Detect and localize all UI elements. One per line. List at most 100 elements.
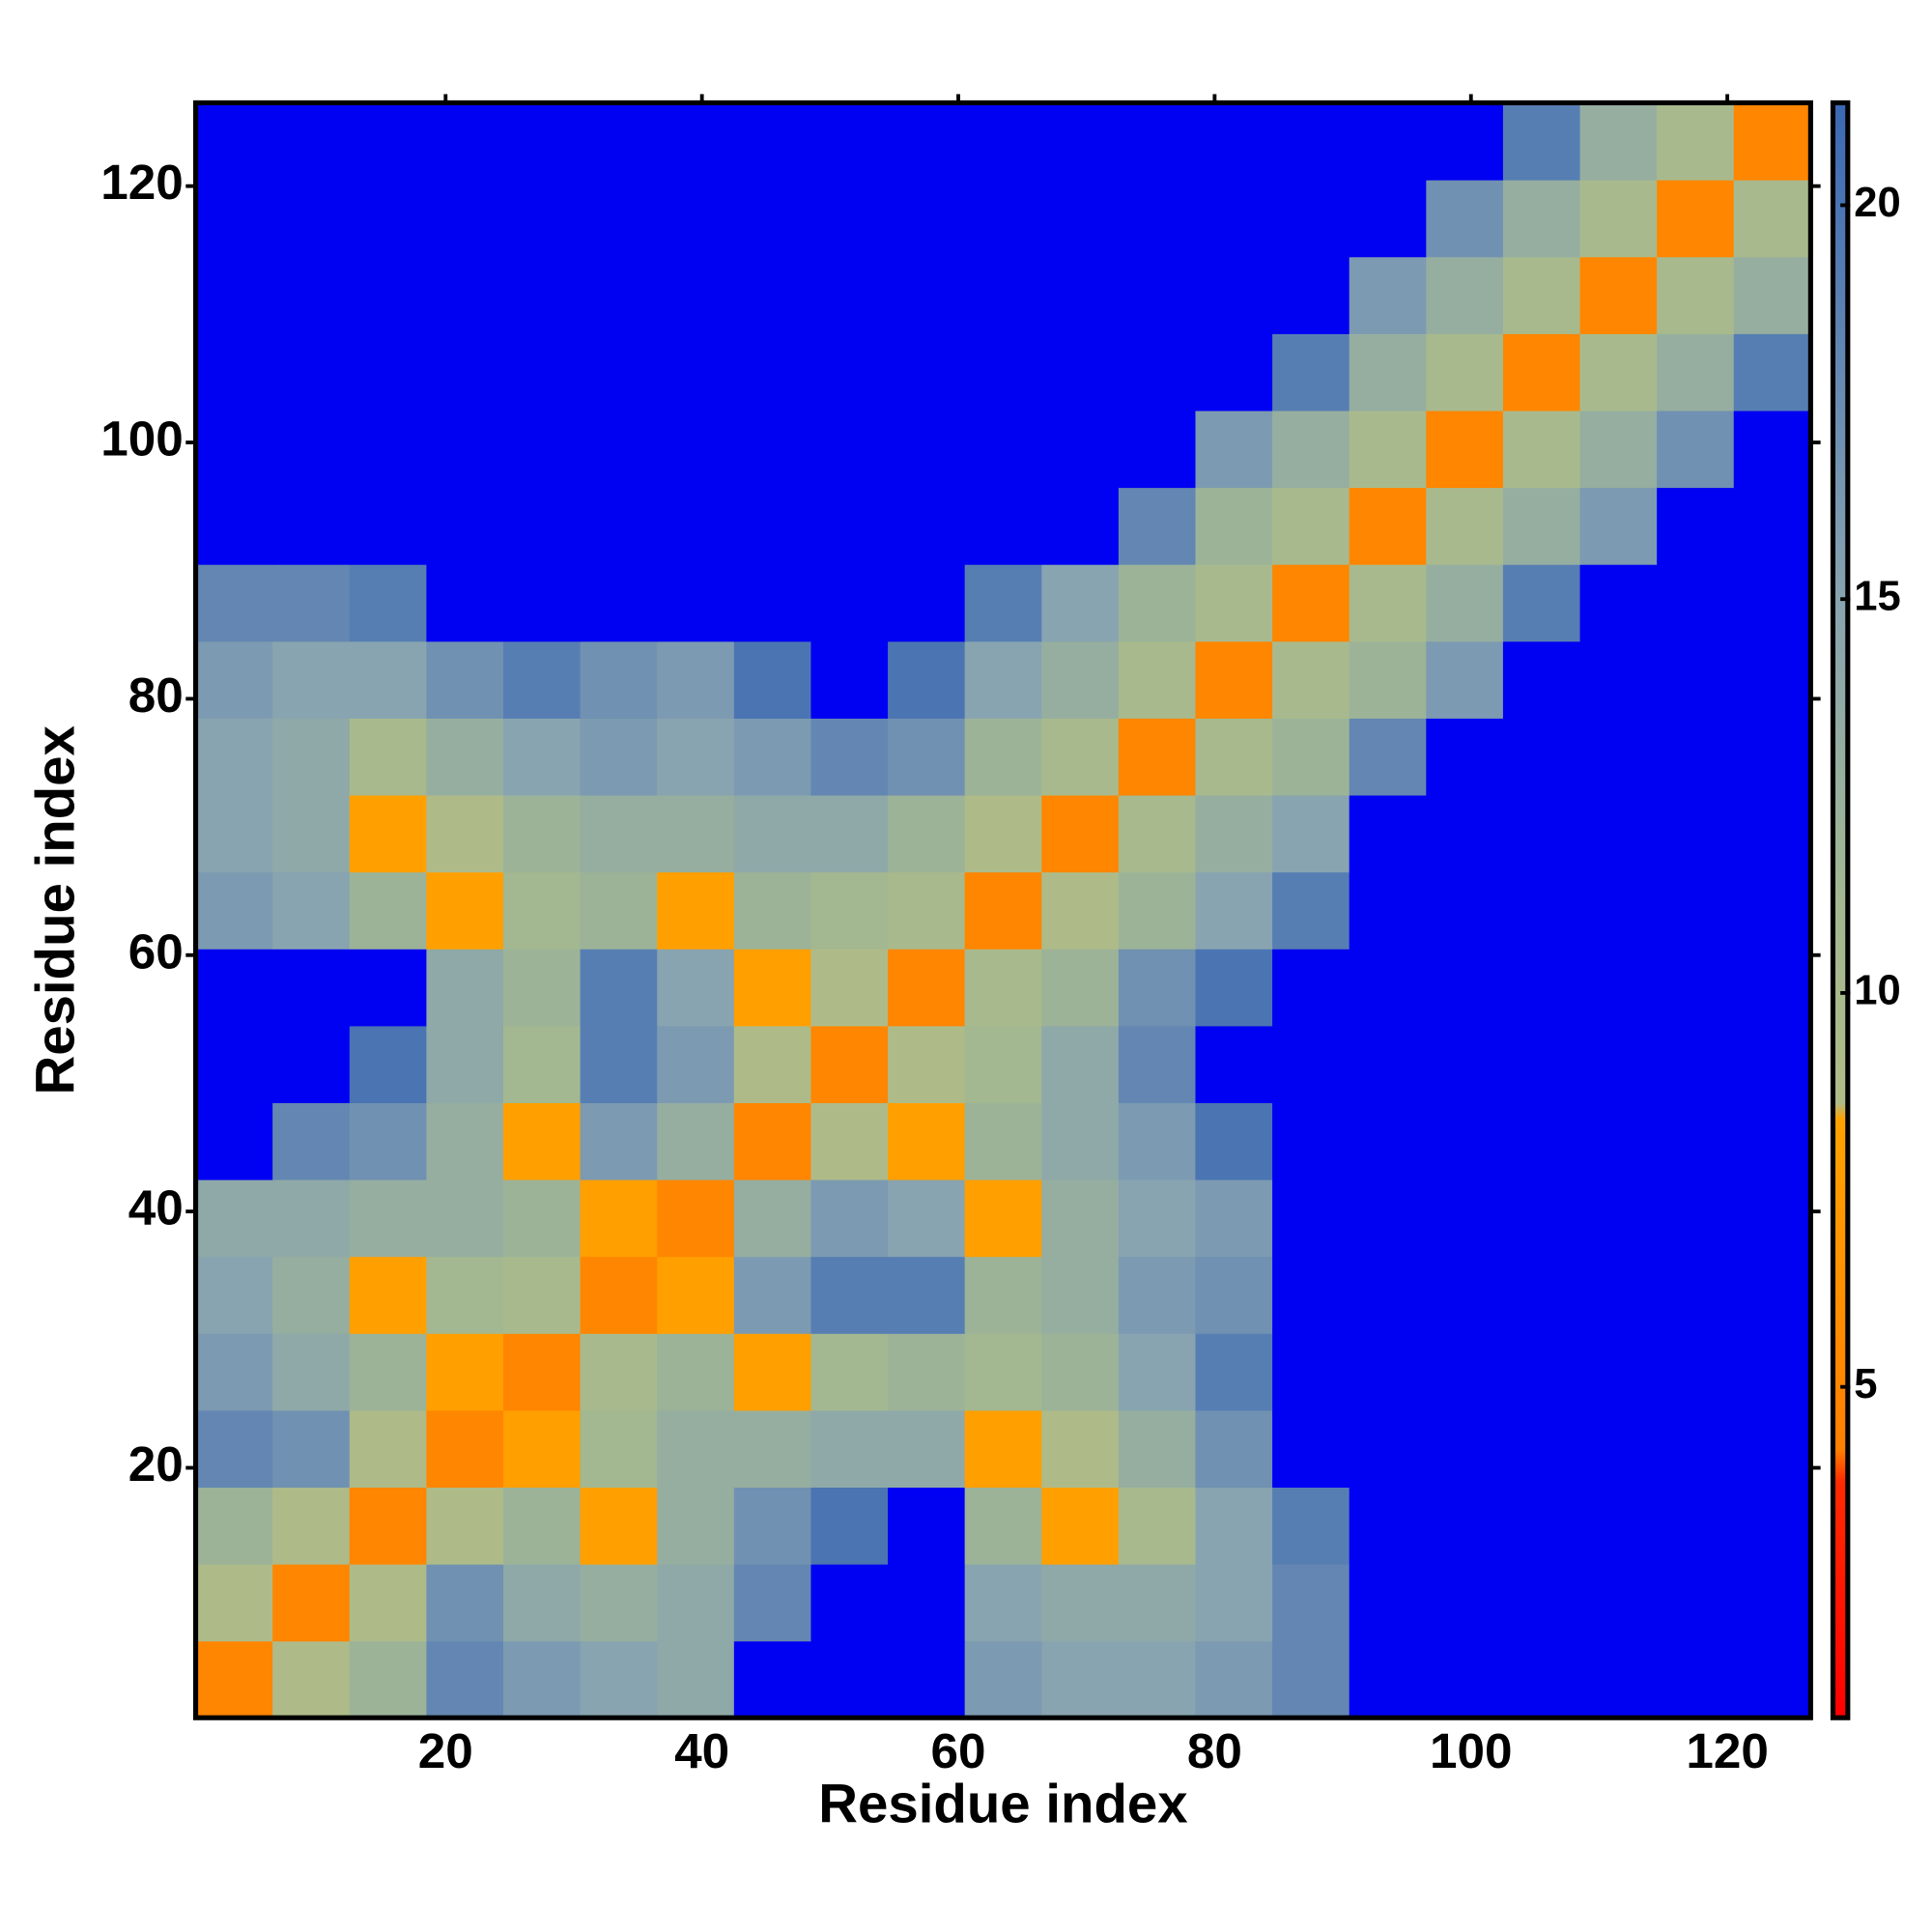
heat-cell	[810, 640, 889, 719]
heat-cell	[810, 794, 889, 873]
heat-cell	[1657, 1256, 1735, 1334]
heat-cell	[503, 256, 582, 334]
heatmap	[195, 102, 1811, 1719]
heat-cell	[1041, 949, 1120, 1027]
heat-cell	[1349, 1179, 1427, 1258]
heat-cell	[964, 1487, 1042, 1565]
heat-cell	[810, 487, 889, 565]
heat-cell	[1272, 564, 1350, 642]
heat-cell	[195, 1640, 273, 1719]
heat-cell	[888, 794, 966, 873]
heat-cell	[888, 1409, 966, 1489]
heat-cell	[1502, 1487, 1581, 1565]
y-tick-label: 60	[128, 923, 184, 979]
heat-cell	[810, 180, 889, 258]
heat-cell	[1195, 794, 1273, 873]
heat-cell	[1733, 640, 1811, 719]
heat-cell	[580, 1102, 658, 1180]
heat-cell	[1195, 640, 1273, 719]
heat-cell	[888, 1333, 966, 1411]
heat-cell	[1502, 1179, 1581, 1258]
heat-cell	[1426, 949, 1504, 1027]
heat-cell	[1041, 1102, 1120, 1180]
heat-cell	[1272, 102, 1350, 181]
heat-cell	[195, 564, 273, 642]
heat-cell	[503, 1563, 582, 1642]
heat-cell	[1426, 1102, 1504, 1180]
heat-cell	[810, 949, 889, 1027]
heat-cell	[272, 1025, 351, 1103]
heat-cell	[1657, 102, 1735, 181]
heat-cell	[1657, 1487, 1735, 1565]
heat-cell	[1118, 487, 1197, 565]
heat-cell	[349, 180, 428, 258]
heat-cell	[1579, 1102, 1658, 1180]
heat-cell	[349, 1563, 428, 1642]
heat-cell	[1041, 410, 1120, 489]
heat-cell	[1195, 1409, 1273, 1489]
heat-cell	[272, 794, 351, 873]
heat-cell	[195, 1102, 273, 1180]
heat-cell	[1195, 1487, 1273, 1565]
heat-cell	[349, 102, 428, 181]
heat-cell	[1733, 1333, 1811, 1411]
heat-cell	[1272, 718, 1350, 796]
heat-cell	[1118, 949, 1197, 1027]
heat-cell	[1118, 256, 1197, 334]
heat-cell	[1272, 1640, 1350, 1719]
heat-cell	[503, 1640, 582, 1719]
heat-cell	[1733, 102, 1811, 181]
heat-cell	[426, 640, 504, 719]
heat-cell	[580, 871, 658, 950]
heat-cell	[964, 333, 1042, 412]
heat-cell	[1272, 1487, 1350, 1565]
heat-cell	[1502, 949, 1581, 1027]
heat-cell	[195, 871, 273, 950]
heat-cell	[580, 1640, 658, 1719]
heat-cell	[1733, 1409, 1811, 1489]
heat-cell	[1272, 180, 1350, 258]
heat-cell	[1041, 718, 1120, 796]
heat-cell	[195, 1179, 273, 1258]
heat-cell	[1118, 1487, 1197, 1565]
heat-cell	[272, 333, 351, 412]
heat-cell	[1272, 487, 1350, 565]
heat-cell	[888, 102, 966, 181]
heat-cell	[1579, 949, 1658, 1027]
heat-cell	[349, 333, 428, 412]
heat-cell	[888, 256, 966, 334]
heat-cell	[1502, 1640, 1581, 1719]
heat-cell	[1041, 564, 1120, 642]
heat-cell	[195, 410, 273, 489]
heat-cell	[580, 794, 658, 873]
heat-cell	[1579, 1179, 1658, 1258]
heat-cell	[272, 871, 351, 950]
heat-cell	[195, 1563, 273, 1642]
heat-cell	[1272, 410, 1350, 489]
heat-cell	[195, 180, 273, 258]
x-tick-label: 60	[931, 1723, 986, 1778]
y-tick-label: 120	[100, 155, 184, 210]
heat-cell	[1118, 640, 1197, 719]
heat-cell	[1657, 640, 1735, 719]
heat-cell	[580, 1487, 658, 1565]
heat-cell	[1579, 871, 1658, 950]
heat-cell	[1349, 1025, 1427, 1103]
heat-cell	[1426, 1025, 1504, 1103]
heat-cell	[733, 256, 812, 334]
heat-cell	[1041, 1487, 1120, 1565]
heat-cell	[657, 1025, 735, 1103]
heat-cell	[1118, 1179, 1197, 1258]
y-tick-label: 80	[128, 668, 184, 723]
heat-cell	[1041, 102, 1120, 181]
heat-cell	[964, 102, 1042, 181]
heat-cell	[426, 1025, 504, 1103]
heat-cell	[1657, 871, 1735, 950]
heat-cell	[503, 410, 582, 489]
heat-cell	[1426, 718, 1504, 796]
heat-cell	[1733, 1025, 1811, 1103]
heat-cell	[1579, 1256, 1658, 1334]
heat-cell	[1041, 180, 1120, 258]
heat-cell	[503, 1256, 582, 1334]
